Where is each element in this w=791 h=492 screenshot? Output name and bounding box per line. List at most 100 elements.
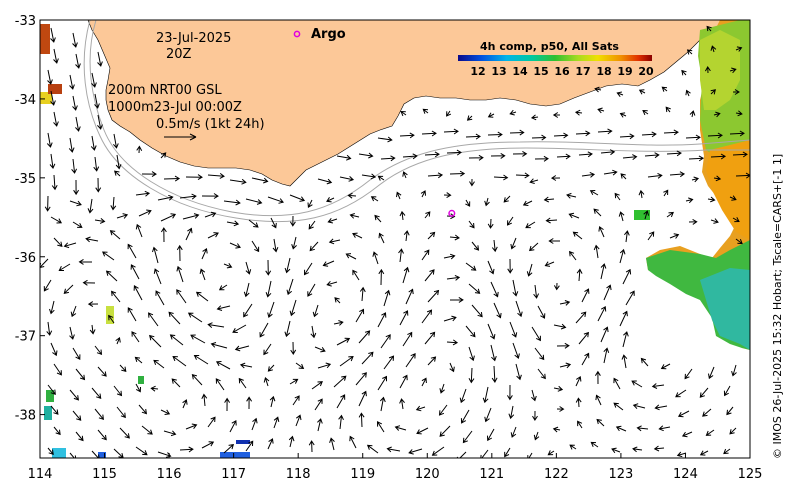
current-vector (155, 290, 165, 306)
current-vector (665, 106, 671, 113)
current-vector (465, 262, 477, 271)
current-vector (594, 370, 601, 385)
current-vector (597, 128, 613, 135)
current-vector (338, 414, 344, 430)
current-vector (148, 312, 159, 327)
current-vector (510, 237, 517, 250)
current-vector (229, 178, 247, 185)
current-vector (94, 408, 104, 421)
current-vector (359, 286, 366, 302)
current-vector (336, 154, 352, 161)
date-label: 23-Jul-2025 (156, 31, 231, 46)
current-vector (676, 451, 687, 458)
current-vector (376, 420, 385, 433)
current-vector (234, 345, 250, 352)
current-vector (327, 217, 338, 224)
current-vector (596, 418, 605, 427)
current-vector (182, 399, 188, 409)
current-vector (307, 199, 313, 209)
colorbar-tick-label: 20 (638, 65, 654, 78)
current-vector (201, 441, 215, 449)
current-vector (153, 268, 162, 285)
current-vector (248, 219, 259, 228)
current-vector (75, 116, 81, 132)
current-vector (63, 242, 77, 249)
current-vector (111, 290, 121, 303)
current-vector (377, 375, 387, 391)
current-vector (427, 172, 444, 179)
current-vector (707, 196, 716, 203)
current-vector (93, 156, 100, 172)
current-vector (686, 49, 693, 55)
current-vector (600, 326, 609, 343)
current-vector (115, 337, 121, 345)
current-vector (82, 279, 96, 286)
current-vector (713, 111, 721, 118)
current-vector (688, 155, 705, 162)
current-vector (689, 110, 696, 118)
current-vector (456, 451, 467, 458)
current-vector (288, 435, 295, 448)
current-vector (685, 134, 701, 141)
current-vector (638, 189, 645, 199)
x-tick-label: 124 (673, 467, 698, 482)
current-vector (723, 448, 731, 455)
current-vector (141, 425, 153, 435)
current-vector (534, 155, 549, 162)
current-vector (515, 300, 523, 318)
current-vector (109, 230, 121, 240)
current-vector (515, 363, 522, 381)
current-vector (443, 253, 456, 260)
current-vector (531, 326, 541, 342)
current-vector (269, 395, 276, 408)
current-vector (443, 192, 452, 199)
current-vector (245, 198, 263, 205)
current-vector (75, 53, 81, 69)
current-vector (105, 270, 118, 282)
current-vector (49, 153, 56, 170)
current-vector (97, 366, 107, 377)
current-vector (632, 403, 646, 409)
current-vector (75, 368, 86, 381)
current-vector (487, 323, 496, 340)
current-vector (69, 389, 80, 401)
current-vector (400, 110, 407, 117)
colorbar-tick-label: 19 (617, 65, 632, 78)
current-vector (729, 195, 737, 201)
current-vector (127, 307, 137, 322)
current-vector (53, 237, 63, 247)
current-vector (50, 342, 58, 357)
current-vector (493, 174, 509, 181)
current-vector (504, 447, 511, 458)
current-vector (512, 279, 519, 297)
current-vector (134, 356, 143, 364)
current-vector (201, 393, 208, 407)
current-vector (215, 361, 231, 370)
current-vector (526, 263, 533, 277)
current-vector (661, 86, 668, 92)
current-vector (439, 425, 451, 437)
current-vector (525, 221, 536, 229)
current-vector (172, 355, 187, 367)
current-vector (487, 260, 495, 275)
current-vector (308, 440, 315, 453)
current-vector (468, 367, 475, 384)
current-vector (187, 312, 203, 323)
y-tick-label: -36 (15, 251, 36, 266)
x-tick-label: 125 (738, 467, 763, 482)
current-vector (245, 261, 252, 275)
argo-float-marker[interactable] (448, 209, 456, 217)
current-vector (377, 175, 385, 181)
current-vector (366, 444, 379, 454)
current-vector (735, 110, 743, 117)
current-vector (509, 129, 525, 136)
current-vector (210, 342, 228, 349)
current-vector (465, 133, 481, 140)
current-vector (699, 450, 709, 456)
current-vector (386, 446, 401, 453)
current-vector (153, 359, 165, 369)
current-vector (578, 331, 589, 345)
current-vector (163, 175, 181, 182)
current-vector (317, 362, 332, 369)
current-vector (131, 331, 140, 343)
